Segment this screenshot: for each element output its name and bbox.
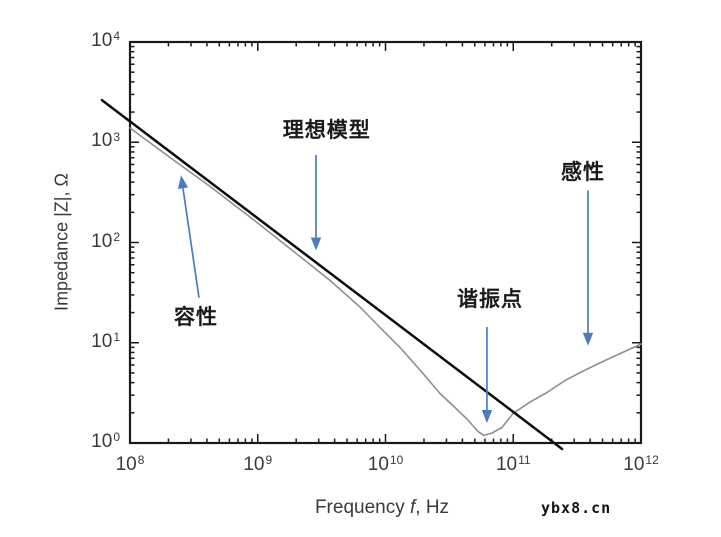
tick-base: 10 bbox=[115, 454, 137, 475]
plot-box bbox=[128, 40, 643, 445]
x-axis-title-post: , Hz bbox=[415, 497, 450, 518]
tick-base: 10 bbox=[495, 454, 518, 475]
tick-exponent: 0 bbox=[113, 430, 120, 445]
axis-ticks bbox=[129, 41, 642, 444]
annotation-label-resonance-point: 谐振点 bbox=[456, 287, 523, 312]
x-axis-title-pre: Frequency bbox=[314, 497, 410, 518]
tick-exponent: 1 bbox=[113, 329, 120, 344]
tick-exponent: 4 bbox=[113, 29, 120, 44]
tick-base: 10 bbox=[243, 454, 265, 475]
tick-base: 10 bbox=[91, 29, 113, 51]
tick-base: 10 bbox=[367, 454, 389, 475]
tick-base: 10 bbox=[91, 130, 113, 152]
tick-base: 10 bbox=[91, 230, 113, 252]
tick-base: 10 bbox=[91, 430, 113, 452]
arrow-inductive bbox=[582, 190, 594, 346]
axes-frame bbox=[128, 40, 643, 445]
x-axis-title-variable: f bbox=[409, 497, 416, 518]
x-tick-label-1e11: 1011 bbox=[495, 453, 531, 475]
x-axis-title: Frequency f, Hz bbox=[315, 497, 449, 519]
chart-series bbox=[100, 98, 642, 451]
arrow-resonance-point bbox=[481, 327, 493, 423]
arrow-capacitive bbox=[177, 175, 200, 298]
y-tick-label-1e3: 103 bbox=[80, 129, 120, 152]
series-measured-impedance bbox=[129, 127, 642, 437]
annotation-label-inductive: 感性 bbox=[561, 160, 605, 185]
tick-exponent: 3 bbox=[113, 129, 120, 144]
arrow-ideal-model bbox=[310, 154, 322, 251]
tick-exponent: 12 bbox=[645, 453, 659, 468]
tick-exponent: 8 bbox=[137, 453, 145, 468]
y-tick-label-1e0: 100 bbox=[80, 430, 120, 452]
x-tick-label-1e12: 1012 bbox=[623, 453, 659, 475]
annotation-label-ideal-model: 理想模型 bbox=[282, 118, 371, 143]
arrow-head-capacitive bbox=[177, 175, 189, 189]
x-tick-label-1e8: 108 bbox=[115, 453, 145, 475]
tick-exponent: 10 bbox=[389, 453, 404, 468]
tick-exponent: 9 bbox=[265, 453, 273, 468]
y-tick-label-1e2: 102 bbox=[80, 229, 120, 252]
y-tick-label-1e1: 101 bbox=[80, 329, 120, 352]
tick-base: 10 bbox=[623, 454, 645, 475]
arrow-line-capacitive bbox=[182, 188, 200, 298]
watermark: ybx8.cn bbox=[541, 499, 612, 517]
arrow-head-ideal-model bbox=[310, 237, 322, 251]
x-tick-label-1e10: 1010 bbox=[367, 453, 404, 475]
series-ideal-model-line bbox=[100, 98, 564, 451]
tick-exponent: 2 bbox=[113, 229, 120, 244]
tick-exponent: 11 bbox=[518, 453, 531, 468]
y-tick-label-1e4: 104 bbox=[80, 29, 120, 51]
arrow-head-resonance-point bbox=[481, 409, 493, 423]
y-axis-title: Impedance |Z|, Ω bbox=[51, 173, 72, 311]
arrow-head-inductive bbox=[582, 332, 594, 346]
tick-base: 10 bbox=[91, 330, 113, 352]
x-tick-label-1e9: 109 bbox=[243, 453, 273, 475]
annotation-label-capacitive: 容性 bbox=[174, 304, 219, 329]
annotation-arrows bbox=[177, 154, 594, 423]
